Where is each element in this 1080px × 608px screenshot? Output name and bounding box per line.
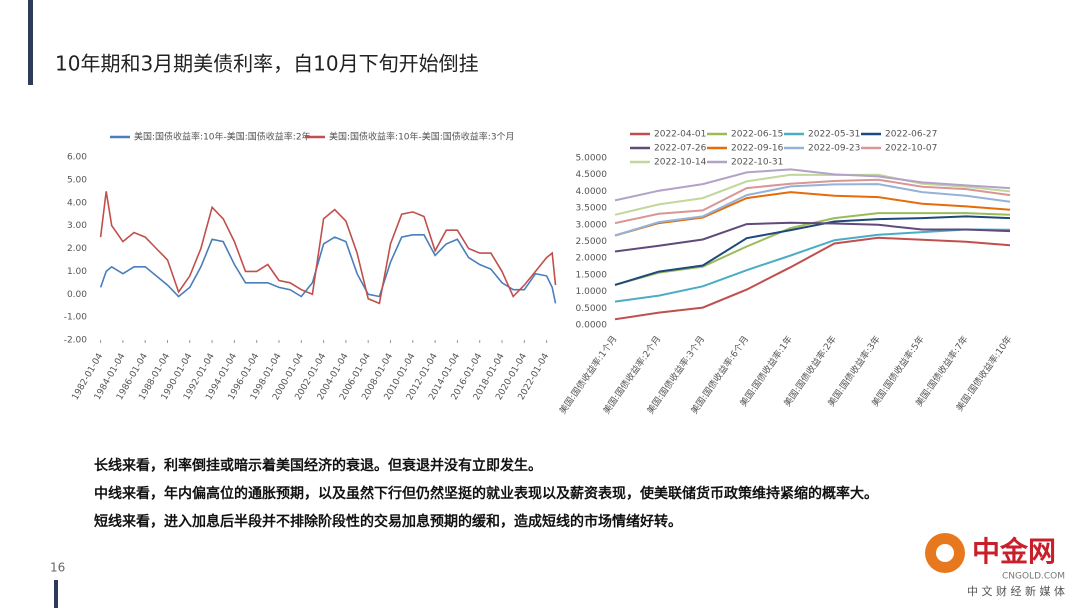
y-tick-label: 0.5000 bbox=[576, 304, 608, 314]
logo-name: 中金网 bbox=[972, 535, 1056, 568]
body-text: 长线来看，利率倒挂或暗示着美国经济的衰退。但衰退并没有立即发生。 bbox=[94, 457, 542, 474]
series-line bbox=[614, 178, 1011, 225]
legend-label: 2022-05-31 bbox=[808, 130, 860, 140]
y-tick-label: 2.0000 bbox=[576, 254, 608, 264]
series-line bbox=[614, 228, 1011, 303]
y-tick-label: 5.0000 bbox=[576, 154, 608, 164]
y-tick-label: 6.00 bbox=[67, 153, 87, 163]
legend-label: 美国:国债收益率:10年-美国:国债收益率:2年 bbox=[134, 131, 311, 143]
legend-label: 2022-10-31 bbox=[731, 158, 783, 168]
legend-label: 2022-06-15 bbox=[731, 130, 783, 140]
y-tick-label: -1.00 bbox=[64, 313, 88, 323]
y-tick-label: 3.5000 bbox=[576, 204, 608, 214]
y-tick-label: 3.0000 bbox=[576, 220, 608, 230]
y-tick-label: 2.5000 bbox=[576, 237, 608, 247]
logo-slogan: 中 文 财 经 新 媒 体 bbox=[967, 584, 1065, 598]
y-tick-label: 2.00 bbox=[67, 244, 87, 254]
y-tick-label: 1.00 bbox=[67, 267, 87, 277]
series-line bbox=[614, 236, 1011, 321]
logo-site: CNGOLD.COM bbox=[1002, 572, 1065, 582]
logo-icon bbox=[936, 544, 954, 562]
accent-bar bbox=[28, 0, 33, 85]
series-line bbox=[99, 191, 557, 305]
y-tick-label: 1.0000 bbox=[576, 287, 608, 297]
y-tick-label: 1.5000 bbox=[576, 270, 608, 280]
legend-label: 美国:国债收益率:10年-美国:国债收益率:3个月 bbox=[329, 131, 515, 143]
series-line bbox=[614, 221, 1011, 253]
y-tick-label: 0.0000 bbox=[576, 321, 608, 331]
series-line bbox=[614, 183, 1011, 237]
y-tick-label: -2.00 bbox=[64, 336, 88, 346]
y-tick-label: 0.00 bbox=[67, 290, 87, 300]
y-tick-label: 4.0000 bbox=[576, 187, 608, 197]
y-tick-label: 3.00 bbox=[67, 221, 87, 231]
legend-label: 2022-09-16 bbox=[731, 144, 784, 154]
series-line bbox=[614, 191, 1011, 237]
legend-label: 2022-10-14 bbox=[654, 158, 707, 168]
body-text: 中线来看，年内偏高位的通胀预期，以及虽然下行但仍然坚挺的就业表现以及薪资表现，使… bbox=[94, 485, 878, 502]
accent-bar bbox=[54, 580, 58, 608]
y-tick-label: 4.5000 bbox=[576, 170, 608, 180]
series-line bbox=[99, 234, 557, 304]
body-text: 短线来看，进入加息后半段并不排除阶段性的交易加息预期的缓和，造成短线的市场情绪好… bbox=[94, 513, 682, 530]
y-tick-label: 5.00 bbox=[67, 175, 87, 185]
legend-label: 2022-09-23 bbox=[808, 144, 860, 154]
series-line bbox=[614, 168, 1011, 202]
series-line bbox=[614, 173, 1011, 216]
legend-label: 2022-07-26 bbox=[654, 144, 707, 154]
slide-title: 10年期和3月期美债利率，自10月下旬开始倒挂 bbox=[55, 52, 479, 76]
page-number: 16 bbox=[50, 561, 65, 575]
legend-label: 2022-06-27 bbox=[885, 130, 937, 140]
legend-label: 2022-04-01 bbox=[654, 130, 706, 140]
series-line bbox=[614, 215, 1011, 286]
y-tick-label: 4.00 bbox=[67, 198, 87, 208]
legend-label: 2022-10-07 bbox=[885, 144, 937, 154]
